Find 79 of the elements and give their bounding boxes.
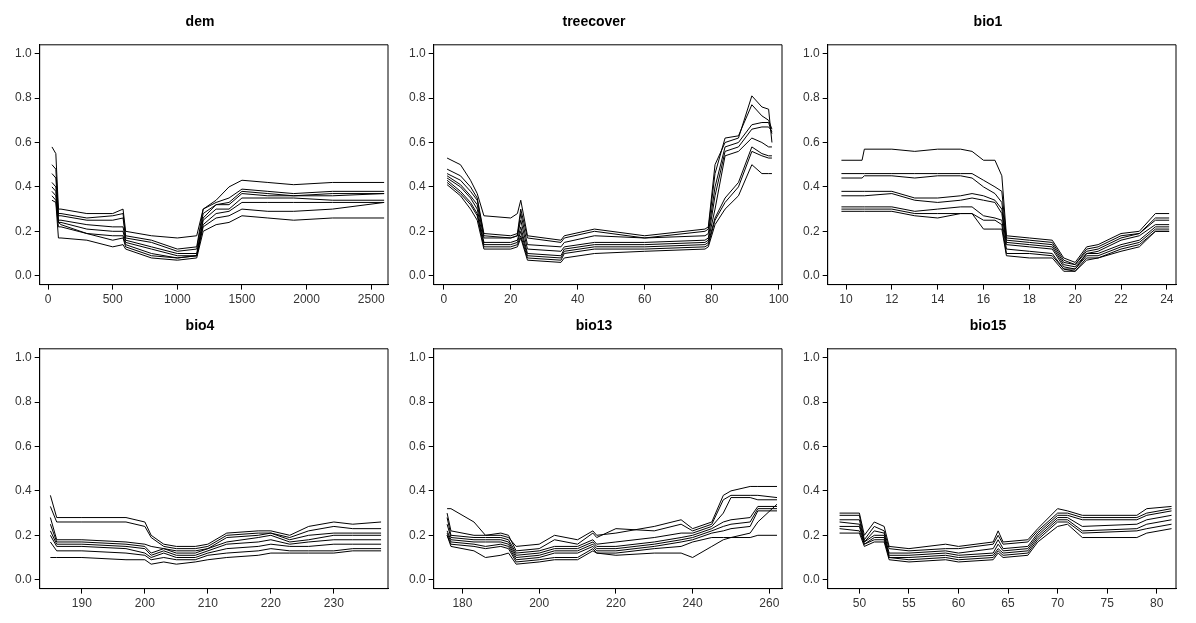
y-tick-label: 0.2 xyxy=(14,527,32,542)
y-tick-label: 0.6 xyxy=(802,438,820,453)
x-tick-label: 10 xyxy=(839,292,854,307)
x-tick-label: 16 xyxy=(976,292,991,307)
x-tick-label: 18 xyxy=(1022,292,1037,307)
y-tick-label: 0.6 xyxy=(408,438,426,453)
y-tick-label: 0.8 xyxy=(408,394,426,409)
y-tick-label: 0.2 xyxy=(14,223,32,238)
y-tick-label: 0.0 xyxy=(408,268,426,283)
y-tick-label: 0.6 xyxy=(14,438,32,453)
y-tick-label: 0.0 xyxy=(802,268,820,283)
y-tick-label: 0.2 xyxy=(802,527,820,542)
x-tick-label: 1000 xyxy=(163,292,191,307)
y-tick-label: 0.2 xyxy=(802,223,820,238)
x-tick-label: 190 xyxy=(71,596,93,611)
x-tick-label: 20 xyxy=(504,292,518,307)
x-tick-label: 220 xyxy=(260,596,282,611)
y-tick-label: 0.0 xyxy=(802,572,820,587)
x-tick-label: 210 xyxy=(197,596,219,611)
y-tick-label: 0.4 xyxy=(14,483,32,498)
x-tick-label: 80 xyxy=(1150,596,1164,611)
y-tick-label: 0.4 xyxy=(408,483,426,498)
x-tick-label: 240 xyxy=(682,596,703,611)
y-tick-label: 0.6 xyxy=(802,134,820,149)
y-tick-label: 0.8 xyxy=(802,394,820,409)
x-tick-label: 24 xyxy=(1160,292,1174,307)
x-tick-label: 50 xyxy=(852,596,867,611)
x-tick-label: 70 xyxy=(1050,596,1065,611)
chart-title: treecover xyxy=(562,13,627,30)
x-tick-label: 200 xyxy=(134,596,156,611)
y-tick-label: 1.0 xyxy=(802,349,820,364)
x-tick-label: 20 xyxy=(1068,292,1083,307)
y-tick-label: 0.4 xyxy=(14,179,32,194)
y-tick-label: 1.0 xyxy=(408,45,426,60)
chart-title: bio1 xyxy=(973,13,1003,30)
x-tick-label: 14 xyxy=(931,292,945,307)
x-tick-label: 55 xyxy=(902,596,916,611)
y-tick-label: 0.6 xyxy=(408,134,426,149)
y-tick-label: 0.8 xyxy=(802,90,820,105)
chart-title: bio15 xyxy=(969,317,1007,334)
x-tick-label: 180 xyxy=(452,596,473,611)
x-tick-label: 12 xyxy=(885,292,899,307)
x-tick-label: 260 xyxy=(759,596,780,611)
x-tick-label: 0 xyxy=(440,292,448,307)
y-tick-label: 1.0 xyxy=(408,349,426,364)
y-tick-label: 1.0 xyxy=(802,45,820,60)
y-tick-label: 0.4 xyxy=(802,483,820,498)
x-tick-label: 220 xyxy=(605,596,627,611)
chart-title: bio13 xyxy=(575,317,613,334)
y-tick-label: 0.8 xyxy=(14,90,32,105)
y-tick-label: 0.2 xyxy=(408,223,426,238)
y-tick-label: 0.0 xyxy=(408,572,426,587)
y-tick-label: 1.0 xyxy=(14,349,32,364)
x-tick-label: 40 xyxy=(571,292,585,307)
x-tick-label: 100 xyxy=(768,292,789,307)
y-tick-label: 0.0 xyxy=(14,572,32,587)
x-tick-label: 60 xyxy=(951,596,966,611)
x-tick-label: 230 xyxy=(323,596,345,611)
y-tick-label: 0.6 xyxy=(14,134,32,149)
chart-title: bio4 xyxy=(185,317,215,334)
y-tick-label: 0.2 xyxy=(408,527,426,542)
y-tick-label: 0.4 xyxy=(408,179,426,194)
x-tick-label: 65 xyxy=(1001,596,1016,611)
x-tick-label: 2000 xyxy=(293,292,321,307)
x-tick-label: 2500 xyxy=(357,292,385,307)
y-tick-label: 0.8 xyxy=(14,394,32,409)
y-tick-label: 0.4 xyxy=(802,179,820,194)
chart-title: dem xyxy=(185,13,215,30)
x-tick-label: 60 xyxy=(638,292,652,307)
x-tick-label: 500 xyxy=(102,292,124,307)
x-tick-label: 22 xyxy=(1114,292,1128,307)
y-tick-label: 0.0 xyxy=(14,268,32,283)
y-tick-label: 1.0 xyxy=(14,45,32,60)
x-tick-label: 1500 xyxy=(228,292,256,307)
x-tick-label: 0 xyxy=(44,292,52,307)
x-tick-label: 75 xyxy=(1100,596,1115,611)
x-tick-label: 200 xyxy=(529,596,550,611)
y-tick-label: 0.8 xyxy=(408,90,426,105)
x-tick-label: 80 xyxy=(704,292,719,307)
